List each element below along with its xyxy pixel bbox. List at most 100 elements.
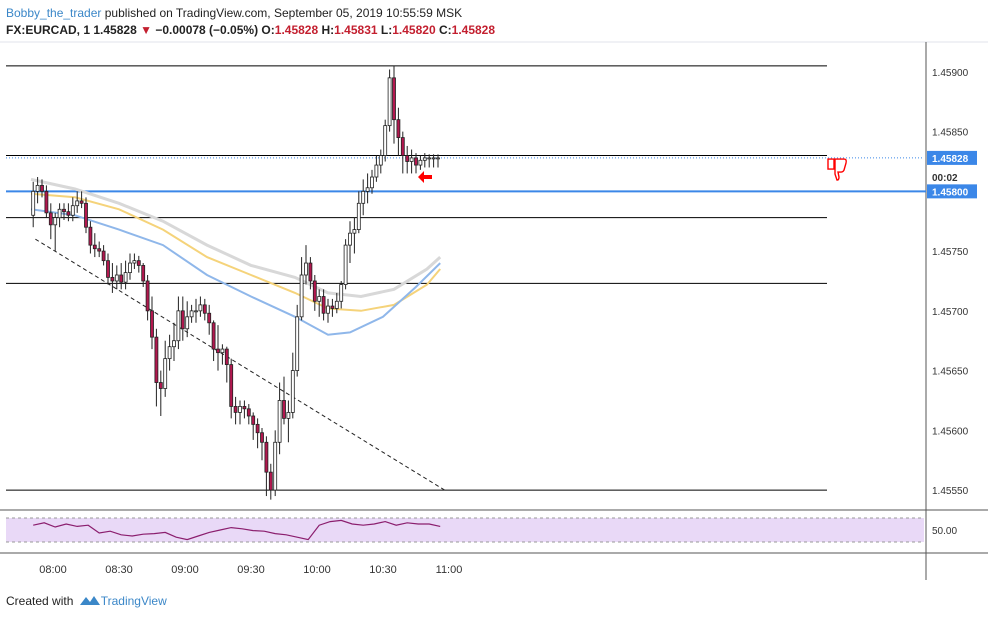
candle-body [246,408,251,417]
candle-body [378,155,383,166]
candle-body [106,260,110,278]
symbol-name: FX:EURCAD, 1 [6,23,91,37]
candle-body [365,187,370,192]
candle-body [35,184,40,192]
candle-body [295,316,300,371]
candle-body [198,304,203,312]
candle-body [321,296,326,314]
arrow-left-icon [418,171,432,184]
price-tick-label: 1.45750 [932,247,969,258]
price-chart[interactable]: 1.45900 1.45850 1.45750 1.45700 1.45650 1.456… [0,0,988,590]
rsi-band [6,518,924,542]
candle-body [277,400,282,443]
candle-body [348,232,352,246]
low-label: L: [380,23,393,37]
price-badge-last: 1.45828 [932,154,969,165]
candle-body [370,176,374,189]
publish-header: Bobby_the_trader published on TradingVie… [6,5,462,21]
candle-body [422,157,427,161]
footer: Created with TradingView [6,593,167,609]
candle-body [150,310,154,338]
moving-average-ma_fast [30,208,441,336]
candle-body [75,200,80,207]
candle-body [229,364,234,407]
candle-body [290,370,295,413]
candle-body [392,77,396,121]
candle-body [128,262,132,274]
candle-body [339,284,344,302]
price-tick-label: 1.45850 [932,128,969,139]
candle-body [233,406,238,413]
trendline [35,238,445,491]
candle-body [216,348,220,354]
candle-body [66,211,71,216]
candle-body [194,310,198,313]
price-badge-bg [927,170,977,185]
open-value: 1.45828 [274,23,319,37]
close-value: 1.45828 [451,23,496,37]
candle-body [158,382,163,389]
down-triangle-icon: ▼ [140,23,152,37]
candle-body [414,157,418,166]
candle-body [326,305,330,314]
low-value: 1.45820 [392,23,436,37]
candle-body [238,406,242,413]
rsi-tick-label: 50.00 [932,526,957,537]
candle-body [273,441,278,491]
candle-body [409,157,414,162]
candle-body [317,296,322,302]
candle-body [141,265,146,282]
candle-body [383,125,388,156]
candle-body [185,316,190,330]
candle-body [79,200,84,204]
candle-body [84,202,88,228]
candle-body [180,310,185,330]
candle-body [343,244,348,285]
candle-body [242,406,247,410]
candle-body [330,305,335,309]
price-badge-bg [927,150,977,165]
candle-body [312,280,317,302]
time-tick-label: 10:30 [369,564,397,576]
candle-body [282,400,286,419]
price-tick-label: 1.45600 [932,426,969,437]
candle-body [405,155,410,162]
price-badge-level: 1.45800 [932,187,969,198]
candle-body [163,358,168,389]
candle-body [172,340,176,348]
candle-body [88,226,93,246]
candle-body [224,348,229,366]
candle-body [48,212,53,226]
candle-body [308,262,313,282]
candle-body [427,157,432,160]
price-change: −0.00078 (−0.05%) [155,23,259,37]
candle-body [202,304,207,314]
author-link[interactable]: Bobby_the_trader [6,6,102,20]
candle-body [356,202,361,230]
created-with-label: Created with [6,594,74,608]
candle-body [123,272,128,283]
candle-body [361,190,366,204]
candle-body [57,208,62,219]
candle-body [255,423,260,434]
candle-body [154,336,159,383]
candle-body [92,244,97,250]
candle-body [207,312,212,324]
tradingview-brand-link[interactable]: TradingView [100,594,167,608]
candle-body [220,348,225,354]
symbol-bar: FX:EURCAD, 1 1.45828 ▼ −0.00078 (−0.05%)… [6,22,495,38]
candle-body [53,217,58,226]
candle-body [136,260,141,266]
candle-body [167,346,172,360]
publish-info: published on TradingView.com, September … [104,6,463,20]
candle-body [101,250,106,262]
candle-body [299,274,304,318]
candle-body [374,164,379,178]
candle-body [97,248,102,252]
tradingview-logo-icon [79,596,100,605]
candle-body [119,274,124,283]
candle-body [396,119,401,138]
candle-body [70,205,75,216]
candle-body [211,322,216,350]
candle-body [114,274,119,282]
